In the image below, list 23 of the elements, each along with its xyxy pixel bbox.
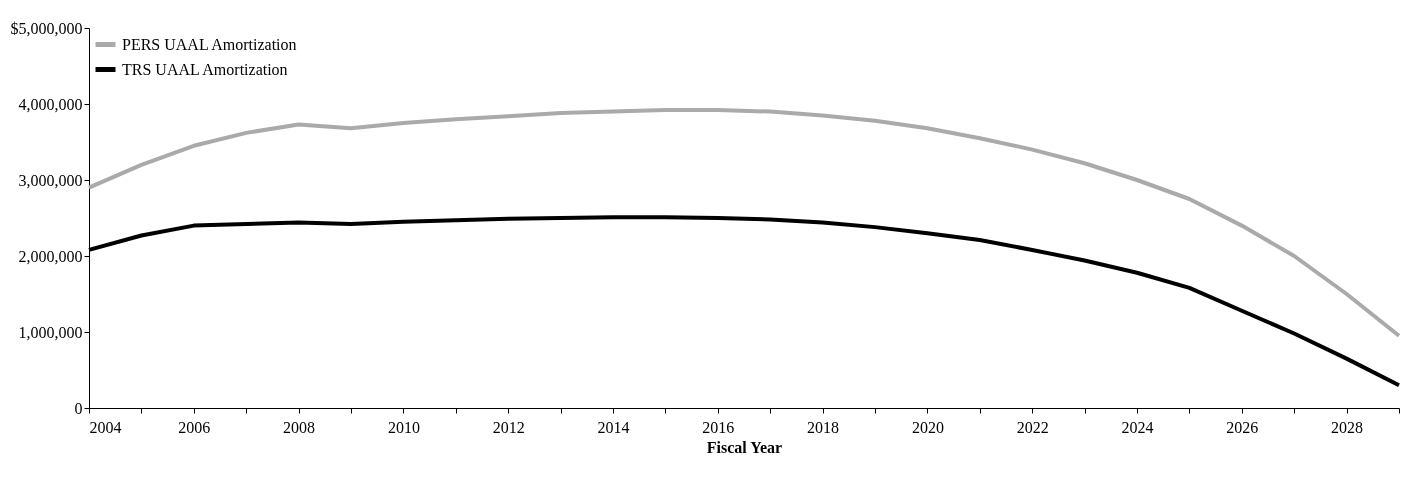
x-tick-label: 2008: [283, 418, 316, 436]
x-tick-label: 2006: [178, 418, 211, 436]
x-tick-label: 2018: [807, 418, 840, 436]
y-tick-label: $5,000,000: [10, 19, 83, 37]
line-series: [87, 108, 1401, 338]
x-tick-label: 2022: [1016, 418, 1049, 436]
x-tick-label: 2016: [702, 418, 735, 436]
legend-label: PERS UAAL Amortization: [122, 35, 297, 53]
legend-label: TRS UAAL Amortization: [122, 60, 288, 78]
x-tick-label: 2004: [89, 418, 122, 436]
y-tick-label: 3,000,000: [18, 171, 83, 189]
x-tick-label: 2014: [597, 418, 630, 436]
x-axis-title: Fiscal Year: [706, 438, 783, 456]
x-tick-label: 2012: [492, 418, 525, 436]
y-tick-label: 2,000,000: [18, 247, 83, 265]
x-tick-label: 2028: [1331, 418, 1364, 436]
y-tick-label: 4,000,000: [18, 95, 83, 113]
x-tick-label: 2020: [911, 418, 944, 436]
y-tick-label: 1,000,000: [18, 323, 83, 341]
x-tick-label: 2010: [387, 418, 420, 436]
x-tick-label: 2026: [1226, 418, 1259, 436]
y-tick-label: 0: [74, 399, 83, 417]
x-tick-label: 2024: [1121, 418, 1154, 436]
